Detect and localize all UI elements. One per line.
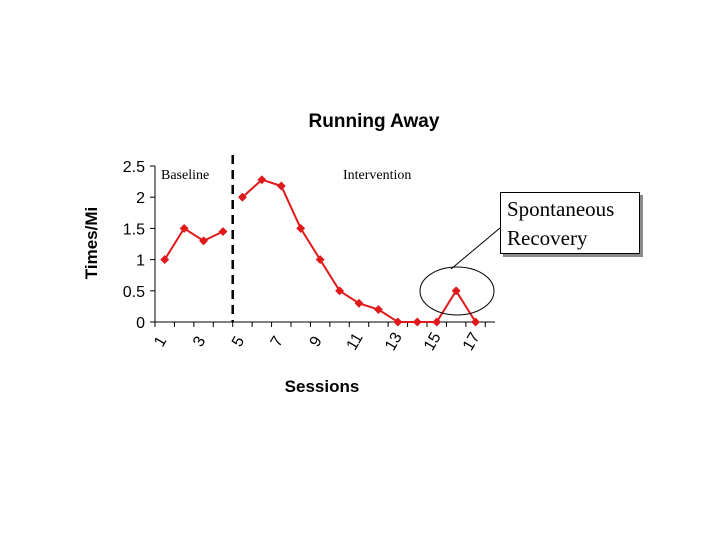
- x-tick-label: 5: [229, 334, 248, 350]
- x-tick-label: 9: [307, 334, 326, 350]
- series-line-baseline: [163, 227, 224, 261]
- data-point-marker: [276, 181, 286, 191]
- data-point-marker: [257, 175, 267, 185]
- data-series: [160, 175, 481, 327]
- callout-pointer-line: [450, 227, 501, 270]
- data-point-marker: [296, 223, 306, 233]
- data-point-marker: [354, 298, 364, 308]
- y-axis-label: Times/Mi: [82, 207, 101, 279]
- y-tick-label: 1.5: [123, 221, 145, 238]
- data-point-marker: [335, 286, 345, 296]
- chart-title: Running Away: [309, 111, 440, 132]
- data-point-marker: [315, 255, 325, 265]
- data-point-marker: [393, 317, 403, 327]
- x-tick-label: 1: [151, 334, 170, 350]
- spontaneous-recovery-callout: Spontaneous Recovery: [500, 192, 640, 254]
- callout-line-1: Spontaneous: [507, 197, 615, 221]
- x-axis: 1 3 5 7 9 11 13 15 17: [151, 321, 495, 354]
- x-tick-label: 13: [382, 330, 406, 354]
- data-point-marker: [412, 317, 422, 327]
- x-tick-label: 7: [268, 334, 287, 350]
- x-tick-label: 3: [190, 334, 209, 350]
- data-point-marker: [373, 304, 383, 315]
- x-axis-label: Sessions: [285, 377, 360, 396]
- y-tick-label: 1: [136, 253, 145, 270]
- data-point-marker: [199, 236, 209, 246]
- y-tick-label: 2.5: [123, 159, 145, 176]
- intervention-label: Intervention: [343, 168, 411, 183]
- data-point-marker: [160, 255, 170, 265]
- recovery-highlight-ellipse: [419, 266, 495, 316]
- y-axis: 0 0.5 1 1.5 2 2.5: [123, 159, 156, 332]
- y-tick-label: 0.5: [123, 284, 145, 301]
- x-tick-label: 17: [460, 330, 484, 354]
- x-tick-label: 11: [344, 330, 367, 353]
- y-tick-label: 0: [136, 315, 145, 332]
- data-point-marker: [179, 223, 189, 233]
- data-point-marker: [237, 192, 247, 202]
- data-point-marker: [471, 317, 481, 327]
- x-tick-label: 15: [421, 330, 445, 354]
- data-point-marker: [218, 226, 228, 237]
- data-point-marker: [451, 286, 461, 296]
- baseline-label: Baseline: [161, 168, 209, 183]
- data-point-marker: [432, 317, 442, 327]
- y-tick-label: 2: [136, 190, 145, 207]
- callout-line-2: Recovery: [507, 226, 588, 250]
